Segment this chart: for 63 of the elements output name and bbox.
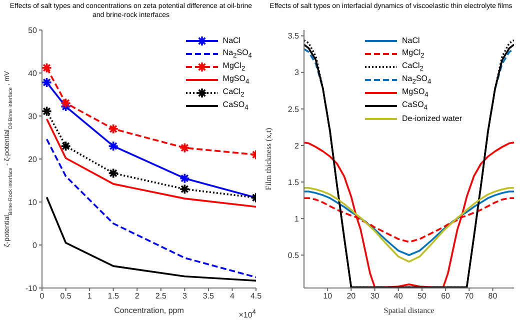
x-tick-label: 3.5 [202,292,215,301]
legend-label: CaCl$_{2}$ [402,60,424,72]
legend-label: CaSO$_{4}$ [222,100,248,112]
y-tick-label: 10 [28,198,38,207]
point [60,140,72,152]
x-tick-label: 30 [370,292,380,301]
point [179,172,190,184]
legend-label: CaCl$_{2}$ [222,86,244,98]
y-tick-label: 0 [32,240,38,250]
x-tick-label: 3 [182,292,188,301]
point [108,140,119,152]
legend-label: Na$_{2}$SO$_{4}$ [222,48,252,60]
legend-label: Na$_{2}$SO$_{4}$ [402,74,432,86]
x-tick-label: 80 [488,292,498,301]
point [60,98,72,108]
y-tick-label: 1 [294,214,300,224]
x-tick-label: 4.5 [250,292,262,301]
point [108,168,119,179]
x-axis-title: Concentration, ppm [114,306,184,315]
x-tick-label: 2 [134,292,140,301]
x-tick-label: 2.5 [155,292,167,301]
text: ×10$^{4}$ [238,309,256,320]
point [179,142,190,154]
y-tick-label: 20 [28,154,38,164]
x-tick-label: 0.5 [60,292,72,301]
x-tick-label: 70 [464,292,474,301]
y-tick-label: 3.5 [288,32,300,41]
legend-label: NaCl [402,36,420,45]
legend-label: MgCl$_{2}$ [402,48,424,60]
y-tick-label: 2.5 [288,104,300,114]
point [108,124,119,134]
legend-label: CaSO$_{4}$ [402,100,428,112]
x-tick-label: 1 [87,292,92,301]
point [42,77,52,88]
x-tick-label: 0 [40,292,45,301]
x-tick-label: 60 [441,292,451,301]
legend-label: MgCl$_{2}$ [222,60,246,72]
y-tick-label: 50 [28,26,38,35]
line-series [46,196,256,282]
legend-label: MgSO$_{4}$ [222,74,250,86]
x-tick-label: 50 [418,292,427,301]
legend-label: NaCl [222,36,241,45]
line-series [46,138,256,278]
point [42,62,52,74]
x-tick-label: 20 [346,292,356,301]
x-tick-label: 10 [323,292,333,301]
y-tick-label: 3 [294,68,300,78]
y-tick-label: 30 [28,112,38,121]
x-tick-label: 4 [230,292,235,301]
y-tick-label: 1.5 [288,178,300,187]
x-tick-label: 1.5 [108,292,120,301]
y-tick-label: -10 [25,284,38,293]
legend-label: De-ionized water [402,114,462,123]
legend-label: MgSO$_{4}$ [402,86,428,98]
y-tick-label: 2 [294,141,300,150]
x-axis-title: Spatial distance [384,306,435,315]
line-series [46,118,256,208]
y-axis-title: Film thickness (x,t) [264,127,273,190]
point [42,106,52,117]
x-tick-label: 40 [394,292,404,301]
point [179,184,190,194]
y-tick-label: 0.5 [288,250,300,260]
y-tick-label: 40 [28,68,38,78]
